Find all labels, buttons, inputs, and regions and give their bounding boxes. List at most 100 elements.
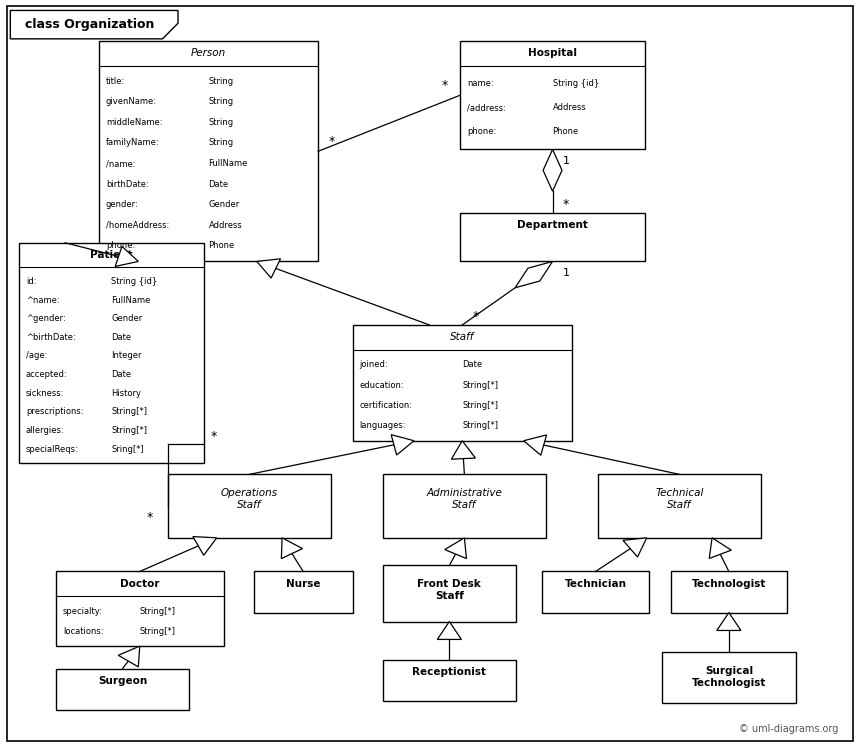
Text: FullName: FullName (112, 296, 150, 305)
Text: String: String (208, 118, 234, 127)
Text: locations:: locations: (63, 627, 103, 636)
Text: /homeAddress:: /homeAddress: (106, 221, 169, 230)
Text: /address:: /address: (467, 103, 506, 112)
Text: Phone: Phone (208, 241, 235, 250)
FancyBboxPatch shape (254, 571, 353, 613)
Text: Date: Date (112, 370, 132, 379)
FancyBboxPatch shape (542, 571, 649, 613)
Text: ^name:: ^name: (26, 296, 59, 305)
Text: *: * (329, 135, 335, 149)
Text: String[*]: String[*] (463, 380, 498, 389)
Text: gender:: gender: (106, 200, 138, 209)
Text: ^gender:: ^gender: (26, 314, 65, 323)
Text: History: History (112, 388, 141, 397)
Text: Technician: Technician (564, 579, 627, 589)
Text: String[*]: String[*] (463, 421, 498, 430)
Text: Integer: Integer (112, 351, 142, 361)
Polygon shape (445, 538, 466, 559)
Text: *: * (441, 79, 447, 93)
Text: Technical
Staff: Technical Staff (655, 489, 703, 509)
Text: String {id}: String {id} (112, 277, 157, 286)
Text: Hospital: Hospital (528, 49, 577, 58)
FancyBboxPatch shape (460, 41, 645, 149)
Text: String: String (208, 77, 234, 86)
FancyBboxPatch shape (99, 41, 318, 261)
Text: Staff: Staff (450, 332, 475, 342)
Text: Sring[*]: Sring[*] (112, 444, 144, 453)
Text: sickness:: sickness: (26, 388, 64, 397)
Text: String: String (208, 138, 234, 147)
Text: specialty:: specialty: (63, 607, 102, 616)
FancyBboxPatch shape (168, 474, 331, 538)
Text: name:: name: (467, 79, 494, 88)
Polygon shape (437, 622, 461, 639)
Text: specialReqs:: specialReqs: (26, 444, 78, 453)
FancyBboxPatch shape (56, 669, 189, 710)
Text: Doctor: Doctor (120, 579, 159, 589)
Text: Address: Address (208, 221, 243, 230)
Text: languages:: languages: (359, 421, 406, 430)
Text: /name:: /name: (106, 159, 135, 168)
Text: Administrative
Staff: Administrative Staff (427, 489, 502, 509)
Text: String {id}: String {id} (553, 79, 599, 88)
Polygon shape (257, 258, 280, 278)
FancyBboxPatch shape (460, 213, 645, 261)
Text: certification:: certification: (359, 401, 413, 410)
Polygon shape (193, 536, 217, 555)
Text: Person: Person (191, 49, 226, 58)
FancyBboxPatch shape (56, 571, 224, 646)
Polygon shape (515, 261, 553, 288)
Text: String[*]: String[*] (139, 627, 175, 636)
Text: *: * (146, 511, 152, 524)
Text: 1: 1 (563, 156, 570, 167)
Polygon shape (115, 247, 138, 267)
Text: Date: Date (112, 333, 132, 342)
Text: ^birthDate:: ^birthDate: (26, 333, 76, 342)
Text: *: * (211, 430, 217, 443)
Polygon shape (717, 613, 740, 630)
Text: title:: title: (106, 77, 125, 86)
Text: String[*]: String[*] (112, 426, 147, 435)
FancyBboxPatch shape (598, 474, 761, 538)
Text: Operations
Staff: Operations Staff (221, 489, 278, 509)
Text: String[*]: String[*] (139, 607, 175, 616)
Text: Patient: Patient (90, 250, 132, 260)
Text: Gender: Gender (112, 314, 143, 323)
Text: Surgical
Technologist: Surgical Technologist (691, 666, 766, 687)
Text: *: * (563, 199, 569, 211)
Text: © uml-diagrams.org: © uml-diagrams.org (739, 724, 838, 734)
Text: Date: Date (208, 180, 229, 189)
FancyBboxPatch shape (383, 565, 516, 622)
Polygon shape (452, 441, 476, 459)
FancyBboxPatch shape (383, 660, 516, 701)
Text: Front Desk
Staff: Front Desk Staff (417, 580, 482, 601)
Text: Receptionist: Receptionist (412, 667, 487, 677)
Text: *: * (473, 311, 479, 323)
Text: givenName:: givenName: (106, 97, 157, 106)
Text: Gender: Gender (208, 200, 240, 209)
Text: class Organization: class Organization (25, 18, 155, 31)
Polygon shape (10, 10, 178, 39)
Text: birthDate:: birthDate: (106, 180, 149, 189)
Text: Address: Address (553, 103, 587, 112)
Text: String[*]: String[*] (463, 401, 498, 410)
Polygon shape (281, 538, 303, 559)
Text: education:: education: (359, 380, 404, 389)
Text: String[*]: String[*] (112, 407, 147, 416)
Polygon shape (710, 538, 731, 559)
Text: Phone: Phone (553, 127, 579, 136)
Polygon shape (119, 646, 139, 667)
Text: phone:: phone: (467, 127, 496, 136)
FancyBboxPatch shape (662, 652, 796, 703)
Text: /age:: /age: (26, 351, 47, 361)
Text: String: String (208, 97, 234, 106)
Text: 1: 1 (563, 268, 570, 279)
Polygon shape (623, 538, 647, 557)
FancyBboxPatch shape (671, 571, 787, 613)
FancyBboxPatch shape (7, 6, 853, 741)
Text: phone:: phone: (106, 241, 135, 250)
FancyBboxPatch shape (353, 325, 572, 441)
Polygon shape (391, 435, 414, 455)
Text: id:: id: (26, 277, 36, 286)
FancyBboxPatch shape (19, 243, 204, 463)
